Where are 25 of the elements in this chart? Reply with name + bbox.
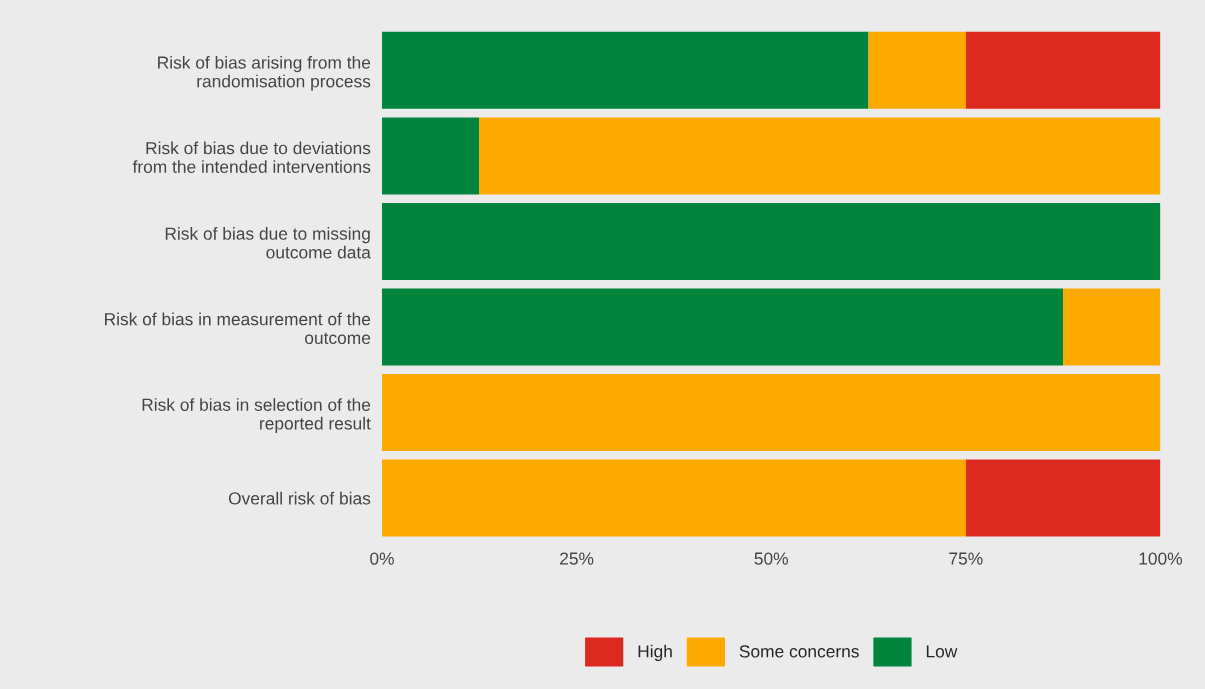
y-tick-label: Risk of bias in measurement of the outcome — [105, 312, 371, 345]
legend-label: Some concerns — [739, 645, 859, 658]
bar — [381, 288, 1064, 366]
y-tick-label: Risk of bias due to deviations from the intended interventions — [132, 141, 371, 173]
bar — [381, 374, 1161, 452]
x-tick-label: 0% — [370, 552, 394, 565]
legend-label: Low — [926, 645, 958, 658]
y-tick-label: Overall risk of bias — [228, 491, 371, 505]
x-tick-label: 25% — [560, 552, 594, 565]
bar — [868, 31, 966, 109]
bar — [965, 459, 1161, 537]
bar — [381, 202, 1161, 280]
bar — [381, 459, 966, 537]
y-tick-label: Risk of bias due to missing outcome data — [165, 227, 371, 259]
x-tick-label: 100% — [1139, 552, 1182, 565]
bar — [381, 31, 869, 109]
legend-label: High — [638, 644, 672, 661]
bar — [381, 117, 480, 195]
y-tick-label: Risk of bias arising from the randomisation process — [158, 55, 371, 91]
bar — [479, 117, 1161, 195]
y-tick-label: Risk of bias in selection of the reported result — [142, 398, 371, 434]
x-tick-label: 75% — [949, 552, 983, 565]
bar — [965, 31, 1161, 109]
x-tick-label: 50% — [754, 552, 788, 565]
bar — [1063, 288, 1161, 366]
